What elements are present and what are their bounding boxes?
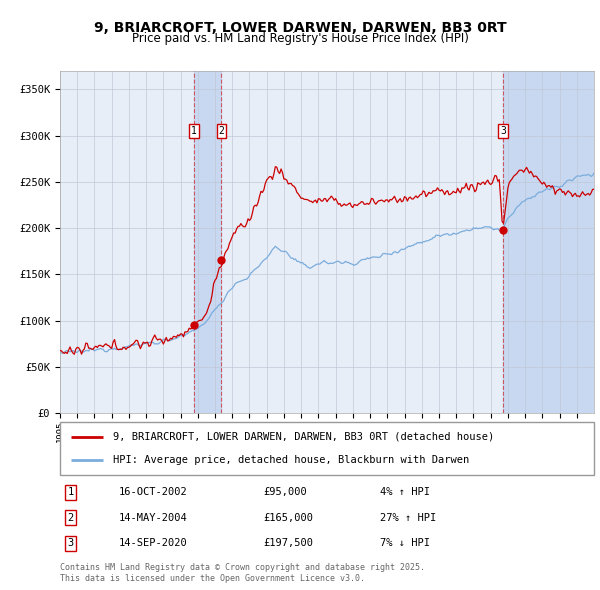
- Text: 3: 3: [68, 538, 74, 548]
- Text: 1: 1: [191, 126, 197, 136]
- Text: HPI: Average price, detached house, Blackburn with Darwen: HPI: Average price, detached house, Blac…: [113, 455, 470, 465]
- Bar: [503, 71, 594, 413]
- Text: Price paid vs. HM Land Registry's House Price Index (HPI): Price paid vs. HM Land Registry's House …: [131, 32, 469, 45]
- Text: £197,500: £197,500: [263, 538, 313, 548]
- FancyBboxPatch shape: [60, 422, 594, 475]
- Text: £165,000: £165,000: [263, 513, 313, 523]
- Text: 1: 1: [68, 487, 74, 497]
- Text: 9, BRIARCROFT, LOWER DARWEN, DARWEN, BB3 0RT: 9, BRIARCROFT, LOWER DARWEN, DARWEN, BB3…: [94, 21, 506, 35]
- Text: £95,000: £95,000: [263, 487, 307, 497]
- Text: 3: 3: [500, 126, 506, 136]
- Text: 9, BRIARCROFT, LOWER DARWEN, DARWEN, BB3 0RT (detached house): 9, BRIARCROFT, LOWER DARWEN, DARWEN, BB3…: [113, 432, 494, 442]
- Bar: [194, 71, 221, 413]
- Text: Contains HM Land Registry data © Crown copyright and database right 2025.
This d: Contains HM Land Registry data © Crown c…: [60, 563, 425, 583]
- Text: 27% ↑ HPI: 27% ↑ HPI: [380, 513, 437, 523]
- Text: 4% ↑ HPI: 4% ↑ HPI: [380, 487, 430, 497]
- Text: 2: 2: [68, 513, 74, 523]
- Text: 14-MAY-2004: 14-MAY-2004: [119, 513, 187, 523]
- Text: 16-OCT-2002: 16-OCT-2002: [119, 487, 187, 497]
- Text: 2: 2: [218, 126, 224, 136]
- Text: 7% ↓ HPI: 7% ↓ HPI: [380, 538, 430, 548]
- Text: 14-SEP-2020: 14-SEP-2020: [119, 538, 187, 548]
